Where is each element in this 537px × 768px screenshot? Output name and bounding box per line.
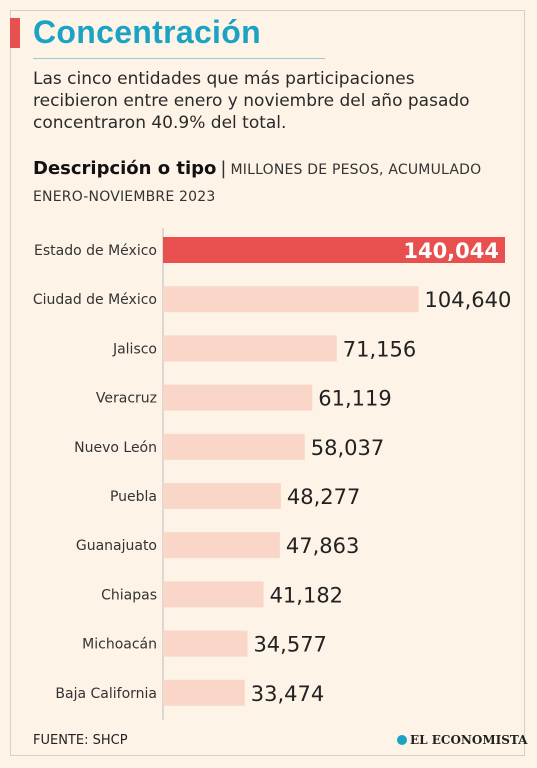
chart-description-separator: |: [220, 158, 227, 179]
value-label: 41,182: [270, 583, 343, 607]
page-title: Concentración: [33, 14, 261, 50]
bar: [163, 433, 305, 460]
title-rule: [33, 58, 325, 59]
value-label: 48,277: [287, 485, 360, 509]
bar: [163, 335, 337, 362]
value-label: 47,863: [286, 534, 359, 558]
subtitle: Las cinco entidades que más participacio…: [33, 69, 470, 133]
value-label: 61,119: [318, 387, 391, 411]
bar: [163, 630, 248, 657]
category-label: Chiapas: [101, 587, 157, 603]
bar: [163, 581, 264, 608]
category-label: Veracruz: [96, 391, 157, 407]
value-label: 71,156: [343, 337, 416, 361]
chart-description: Descripción o tipo | MILLONES DE PESOS, AC…: [33, 155, 503, 211]
title-marker: [10, 18, 20, 48]
bar: [163, 532, 280, 559]
category-label: Michoacán: [82, 637, 157, 653]
value-label: 33,474: [251, 682, 324, 706]
value-label: 34,577: [253, 633, 326, 657]
brand-logo: EL ECONOMISTA: [397, 733, 527, 747]
category-label: Nuevo León: [74, 440, 157, 456]
bar: [163, 286, 419, 313]
category-label: Guanajuato: [76, 538, 157, 554]
category-label: Puebla: [110, 489, 157, 505]
chart-units-label: MILLONES DE PESOS, ACUMULADO ENERO-NOVIE…: [33, 162, 482, 205]
bar: [163, 384, 313, 411]
bar: [163, 483, 281, 509]
category-label: Estado de México: [34, 243, 157, 259]
category-label: Ciudad de México: [33, 292, 157, 308]
el-economista-logo-icon: [397, 735, 407, 745]
bar: [163, 237, 505, 263]
brand-name: EL ECONOMISTA: [410, 733, 528, 747]
category-label: Jalisco: [112, 341, 157, 357]
value-label: 104,640: [425, 288, 512, 312]
infographic-frame: [10, 10, 525, 756]
value-label: 58,037: [311, 436, 384, 460]
chart-description-title: Descripción o tipo: [33, 158, 217, 179]
category-label: Baja California: [55, 686, 157, 702]
source-note: FUENTE: SHCP: [33, 733, 128, 748]
bar: [163, 679, 245, 706]
value-label: 140,044: [403, 239, 499, 263]
